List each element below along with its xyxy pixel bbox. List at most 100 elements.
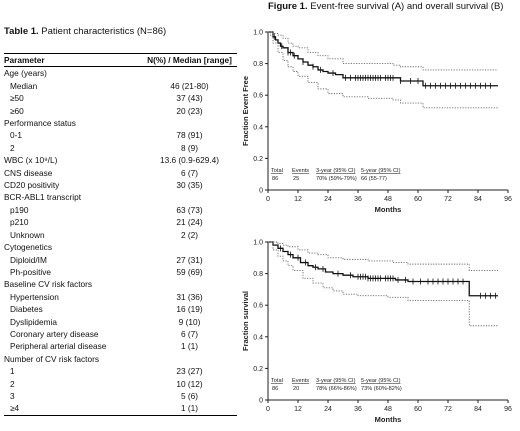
x-tick-label: 0 bbox=[266, 196, 270, 203]
table-cell-parameter: Hypertension bbox=[10, 291, 59, 302]
table-cell-value: 6 (7) bbox=[180, 167, 199, 178]
table-row: Number of CV risk factors bbox=[4, 353, 237, 365]
stats-value: 73% (60%-82%) bbox=[361, 386, 402, 392]
y-tick-label: 0.2 bbox=[253, 156, 263, 163]
x-axis-label: Months bbox=[375, 205, 402, 214]
y-tick-label: 0.6 bbox=[253, 93, 263, 100]
table-cell-parameter: p210 bbox=[10, 217, 29, 228]
overall-survival-svg: 0 12 24 36 48 60 72 84 96 0 0.2 0.4 0.6 0.8 1.0 Months F… bbox=[241, 240, 512, 425]
table-cell-value: 10 (12) bbox=[176, 378, 203, 389]
table-row: p190 63 (73) bbox=[4, 204, 237, 216]
y-tick-label: 0.8 bbox=[253, 61, 263, 68]
table-cell-parameter: 1 bbox=[10, 366, 15, 377]
x-tick-label: 48 bbox=[384, 196, 392, 203]
table-cell-value: 27 (31) bbox=[176, 254, 203, 265]
table-row: WBC (x 10⁹/L) 13.6 (0.9-629.4) bbox=[4, 154, 237, 166]
table-row: ≥60 20 (23) bbox=[4, 105, 237, 117]
x-tick-label: 48 bbox=[384, 406, 392, 413]
table-row: Diabetes 16 (19) bbox=[4, 303, 237, 315]
table-row: Ph-positive 59 (69) bbox=[4, 266, 237, 278]
y-tick-label: 0.4 bbox=[253, 334, 263, 341]
event-free-survival-chart: 0 12 24 36 48 60 72 84 96 0 0.2 0.4 0.6 0.8 1.0 Months F… bbox=[240, 20, 518, 218]
stats-value: 70% (59%-79%) bbox=[316, 176, 357, 182]
table-cell-parameter: CD20 positivity bbox=[4, 180, 60, 191]
table-cell-value: 78 (91) bbox=[176, 130, 203, 141]
table-cell-parameter: Diabetes bbox=[10, 304, 43, 315]
table-row: Age (years) bbox=[4, 67, 237, 80]
table-cell-parameter: Baseline CV risk factors bbox=[4, 279, 93, 290]
table-cell-value: 2 (2) bbox=[180, 229, 199, 240]
table-row: ≥50 37 (43) bbox=[4, 92, 237, 104]
table-row: Peripheral arterial disease 1 (1) bbox=[4, 340, 237, 352]
table-title: Table 1. Patient characteristics (N=86) bbox=[4, 26, 166, 37]
table-cell-parameter: ≥60 bbox=[10, 105, 24, 116]
overall-survival-chart: 0 12 24 36 48 60 72 84 96 0 0.2 0.4 0.6 0.8 1.0 Months F… bbox=[240, 230, 518, 428]
stats-header: Events bbox=[292, 168, 309, 174]
table-cell-parameter: p190 bbox=[10, 204, 29, 215]
table-cell-value: 8 (9) bbox=[180, 142, 199, 153]
table-cell-parameter: ≥4 bbox=[4, 402, 142, 416]
table-row: 3 5 (6) bbox=[4, 390, 237, 402]
table-cell-value: 23 (27) bbox=[176, 366, 203, 377]
table-cell-parameter: ≥50 bbox=[10, 93, 24, 104]
table-cell-value: 31 (36) bbox=[176, 291, 203, 302]
table-cell-value bbox=[142, 353, 237, 365]
stats-header: Total bbox=[271, 378, 283, 384]
y-tick-label: 0.8 bbox=[253, 271, 263, 278]
table-cell-parameter: 3 bbox=[10, 390, 15, 401]
table-cell-parameter: Number of CV risk factors bbox=[4, 353, 99, 364]
table-header-row: Parameter N(%) / Median [range] bbox=[4, 52, 237, 68]
figure-title-text: Event-free survival (A) and overall surv… bbox=[307, 1, 504, 12]
stats-header: 5-year (95% CI) bbox=[361, 168, 401, 174]
stats-value: 66 (55-77) bbox=[361, 176, 387, 182]
y-tick-label: 1.0 bbox=[253, 30, 263, 37]
table-cell-parameter: Age (years) bbox=[4, 68, 47, 79]
table-row: Dyslipidemia 9 (10) bbox=[4, 316, 237, 328]
y-tick-label: 0 bbox=[259, 398, 263, 405]
x-tick-label: 60 bbox=[414, 406, 422, 413]
table-cell-value: 6 (7) bbox=[180, 328, 199, 339]
table-cell-value: 30 (35) bbox=[176, 180, 203, 191]
stats-value: 25 bbox=[293, 176, 299, 182]
table-cell-value bbox=[142, 67, 237, 80]
table-row: Unknown 2 (2) bbox=[4, 229, 237, 241]
table-cell-value: 13.6 (0.9-629.4) bbox=[159, 155, 220, 166]
table-cell-value bbox=[142, 117, 237, 129]
table-cell-value: 59 (69) bbox=[176, 266, 203, 277]
x-tick-label: 72 bbox=[444, 406, 452, 413]
table-cell-value: 1 (1) bbox=[180, 341, 199, 352]
table-row: 2 10 (12) bbox=[4, 378, 237, 390]
table-cell-value bbox=[142, 241, 237, 253]
y-axis-label: Fraction Event Free bbox=[241, 76, 250, 146]
table-header-value: N(%) / Median [range] bbox=[142, 52, 237, 68]
confidence-band-curve bbox=[268, 31, 498, 71]
figure-title-label: Figure 1. bbox=[268, 1, 308, 12]
survival-curve bbox=[268, 241, 498, 297]
table-cell-parameter: 2 bbox=[10, 142, 15, 153]
table-cell-parameter: Peripheral arterial disease bbox=[10, 341, 107, 352]
table-row: BCR-ABL1 transcript bbox=[4, 191, 237, 203]
x-tick-label: 0 bbox=[266, 406, 270, 413]
table-cell-parameter: Performance status bbox=[4, 118, 76, 129]
table-cell-parameter: Diploid/IM bbox=[10, 254, 47, 265]
patient-characteristics-table: Parameter N(%) / Median [range] Age (yea… bbox=[4, 52, 237, 416]
table-cell-value: 21 (24) bbox=[176, 217, 203, 228]
x-tick-label: 24 bbox=[324, 406, 332, 413]
table-row: Coronary artery disease 6 (7) bbox=[4, 328, 237, 340]
table-cell-value: 63 (73) bbox=[176, 204, 203, 215]
table-row: CNS disease 6 (7) bbox=[4, 167, 237, 179]
stats-header: 3-year (95% CI) bbox=[316, 168, 356, 174]
x-tick-label: 24 bbox=[324, 196, 332, 203]
table-cell-parameter: Coronary artery disease bbox=[10, 328, 99, 339]
table-cell-value: 5 (6) bbox=[180, 390, 199, 401]
table-row: ≥4 1 (1) bbox=[4, 402, 237, 416]
y-tick-label: 0.6 bbox=[253, 303, 263, 310]
table-cell-value: 20 (23) bbox=[176, 105, 203, 116]
x-tick-label: 36 bbox=[354, 196, 362, 203]
table-title-text: Patient characteristics (N=86) bbox=[38, 26, 167, 37]
table-cell-parameter: 2 bbox=[10, 378, 15, 389]
table-cell-parameter: Dyslipidemia bbox=[10, 316, 58, 327]
x-tick-label: 84 bbox=[474, 196, 482, 203]
table-row: Diploid/IM 27 (31) bbox=[4, 254, 237, 266]
x-axis-label: Months bbox=[375, 415, 402, 424]
